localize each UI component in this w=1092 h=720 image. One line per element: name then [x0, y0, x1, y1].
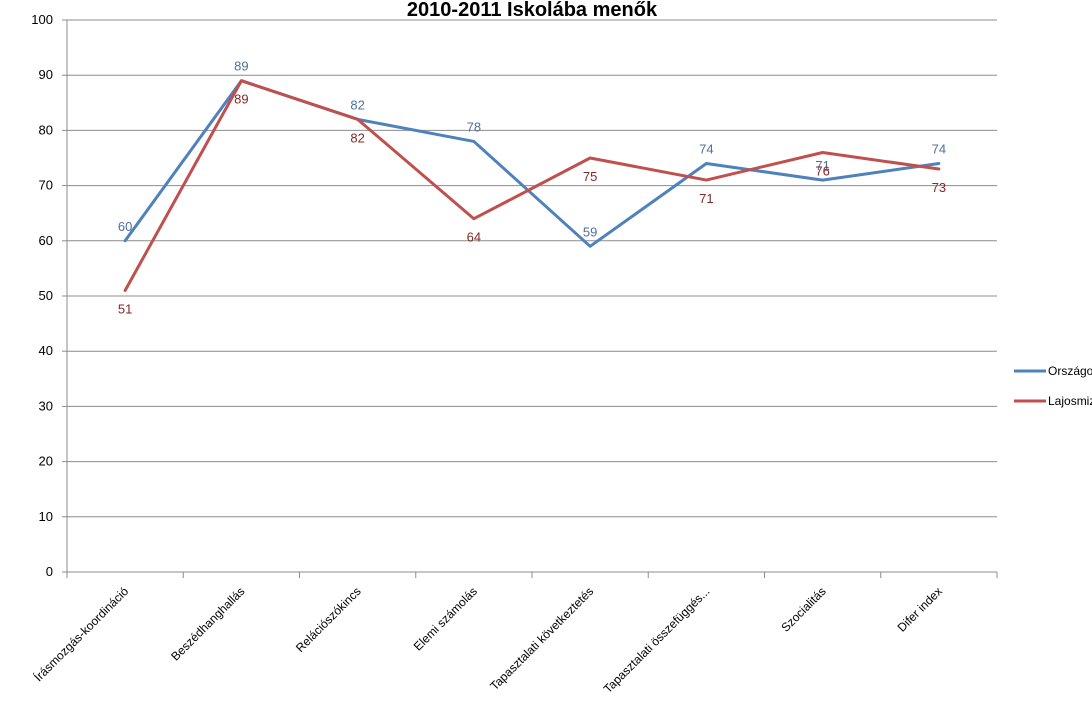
data-label: 78 [467, 119, 481, 134]
data-label: 82 [350, 130, 364, 145]
y-tick-label: 0 [46, 564, 53, 579]
y-tick-label: 10 [39, 509, 53, 524]
data-label: 89 [234, 59, 248, 74]
chart-title: 2010-2011 Iskolába menők [407, 0, 658, 21]
x-tick-label: Difer index [895, 584, 945, 634]
x-tick-label: Relációszókincs [293, 584, 364, 655]
data-label: 89 [234, 92, 248, 107]
data-label: 75 [583, 169, 597, 184]
x-tick-label: Tapasztalati összefüggés... [601, 584, 713, 696]
y-tick-label: 60 [39, 233, 53, 248]
y-tick-label: 20 [39, 454, 53, 469]
x-tick-label: Írásmozgás-koordináció [31, 583, 132, 684]
data-label: 82 [350, 97, 364, 112]
x-tick-label: Beszédhanghallás [168, 584, 247, 663]
data-label: 59 [583, 224, 597, 239]
y-tick-label: 100 [31, 12, 53, 27]
y-tick-label: 70 [39, 178, 53, 193]
x-tick-label: Elemi számolás [411, 584, 480, 653]
legend-label: Lajosmizse [1048, 394, 1092, 408]
data-label: 76 [815, 163, 829, 178]
y-tick-label: 30 [39, 398, 53, 413]
data-label: 60 [118, 219, 132, 234]
legend-label: Országos [1048, 364, 1092, 378]
y-tick-label: 50 [39, 288, 53, 303]
series-line-lajosmizse [123, 79, 941, 292]
data-label: 74 [699, 142, 713, 157]
data-label: 64 [467, 230, 481, 245]
data-label: 71 [699, 191, 713, 206]
y-tick-label: 40 [39, 343, 53, 358]
data-label: 71 [815, 158, 829, 173]
data-label: 51 [118, 301, 132, 316]
data-label: 74 [932, 142, 946, 157]
y-tick-label: 80 [39, 122, 53, 137]
x-tick-label: Szocialitás [778, 584, 828, 634]
x-tick-label: Tapasztalati következtetés [487, 584, 596, 693]
y-tick-label: 90 [39, 67, 53, 82]
data-label: 73 [932, 180, 946, 195]
